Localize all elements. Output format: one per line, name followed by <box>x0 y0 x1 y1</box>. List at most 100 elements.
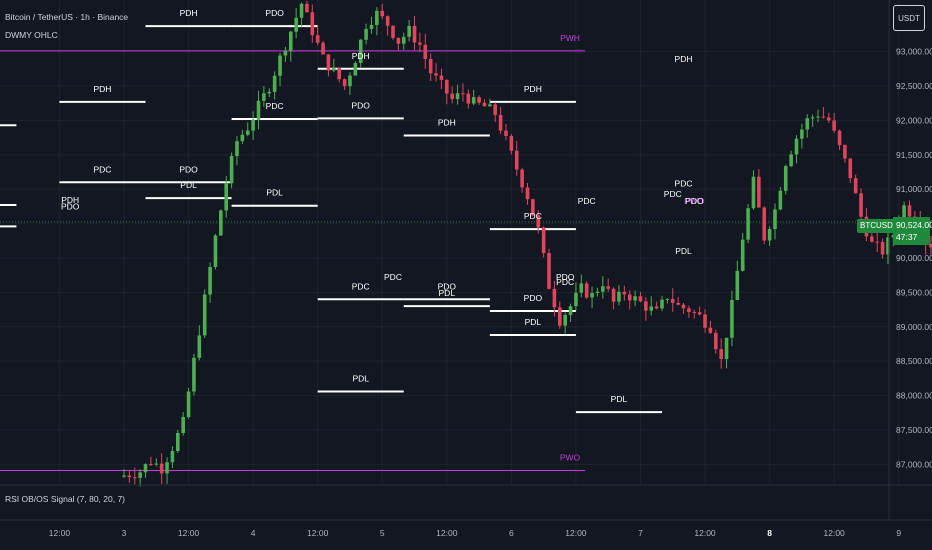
candle-body <box>332 68 336 71</box>
candle-body <box>627 294 632 301</box>
price-tick-label: 92,000.00 <box>896 115 932 125</box>
candle-body <box>767 229 772 241</box>
candle-body <box>445 79 449 94</box>
pwo-label: PWO <box>560 453 581 463</box>
candle-body <box>719 349 723 360</box>
candle-body <box>267 91 272 94</box>
time-tick-label: 12:00 <box>694 528 716 538</box>
candle-body <box>525 187 530 200</box>
candle-body <box>364 28 368 40</box>
candle-body <box>563 314 567 326</box>
candle-body <box>477 97 481 103</box>
candle-body <box>251 119 255 131</box>
candle-body <box>837 130 842 146</box>
candle-body <box>676 302 680 305</box>
pdl-label: PDL <box>439 288 456 298</box>
pdh-label: PDH <box>524 84 542 94</box>
candle-body <box>213 235 218 268</box>
candle-body <box>170 451 175 463</box>
candle-body <box>278 55 282 76</box>
pdo-label: PDO <box>556 272 575 282</box>
candle-body <box>633 296 637 301</box>
candle-body <box>423 44 428 59</box>
price-tick-label: 93,000.00 <box>896 47 932 57</box>
candle-body <box>504 130 508 136</box>
candle-body <box>757 176 761 208</box>
candle-body <box>488 104 492 107</box>
pdc-label: PDC <box>556 277 574 287</box>
candle-body <box>590 293 594 298</box>
candle-body <box>256 100 261 120</box>
time-tick-label: 12:00 <box>49 528 71 538</box>
pdl-label: PDL <box>525 317 542 327</box>
candle-body <box>375 10 379 26</box>
time-tick-label: 9 <box>896 528 901 538</box>
candle-body <box>557 307 562 326</box>
candle-body <box>708 327 713 333</box>
pdl-label: PDL <box>266 188 283 198</box>
price-tick-label: 90,000.00 <box>896 253 932 263</box>
candle-body <box>143 464 148 473</box>
candle-body <box>288 31 293 51</box>
candle-body <box>541 227 546 254</box>
candle-body <box>337 68 341 80</box>
pdo-label: PDO <box>685 196 704 206</box>
candle-body <box>773 209 777 230</box>
candle-body <box>805 118 810 130</box>
rsi-indicator-label[interactable]: RSI OB/OS Signal (7, 80, 20, 7) <box>5 494 126 504</box>
candle-body <box>154 463 159 465</box>
candle-body <box>418 42 422 45</box>
time-axis[interactable]: 12:00212:00312:00412:00512:00612:00712:0… <box>0 528 932 538</box>
last-price-value: 90,524.00 <box>896 220 932 230</box>
candle-body <box>907 205 912 217</box>
time-tick-label: 6 <box>509 528 514 538</box>
candle-body <box>514 150 519 170</box>
candle-body <box>740 239 745 271</box>
candle-body <box>272 75 277 92</box>
time-tick-label: 3 <box>122 528 127 538</box>
time-tick-label: 12:00 <box>565 528 587 538</box>
candle-body <box>622 291 627 295</box>
candle-body <box>235 141 239 157</box>
candle-body <box>617 291 621 302</box>
candle-body <box>724 337 729 360</box>
candle-body <box>197 335 202 358</box>
candles <box>122 0 932 487</box>
pdc-label: PDC <box>266 101 284 111</box>
candle-body <box>192 357 196 392</box>
level-labels: PWHPWOPDHPDOPDCPDHPDCPDHPDOPDLPDOPDCPDLP… <box>61 8 705 463</box>
time-tick-label: 12:00 <box>436 528 458 538</box>
candle-body <box>358 39 363 63</box>
candle-body <box>816 116 820 118</box>
candle-body <box>880 241 885 255</box>
candle-body <box>283 50 288 56</box>
candle-body <box>751 176 756 209</box>
candle-body <box>348 75 352 87</box>
time-tick-label: 7 <box>638 528 643 538</box>
candle-body <box>321 42 325 55</box>
pdh-label: PDH <box>352 51 370 61</box>
candle-body <box>902 205 906 225</box>
pdh-label: PDH <box>675 54 693 64</box>
candle-body <box>794 138 799 155</box>
currency-button[interactable]: USDT <box>893 5 925 31</box>
price-tick-label: 91,500.00 <box>896 150 932 160</box>
candle-body <box>638 296 643 302</box>
candle-body <box>531 199 535 216</box>
candle-body <box>687 308 691 312</box>
candle-body <box>482 102 487 107</box>
pdc-label: PDC <box>664 189 682 199</box>
candle-body <box>552 288 557 308</box>
symbol-price-tag: BTCUSDT <box>857 219 901 233</box>
pdo-label: PDO <box>352 100 371 110</box>
time-tick-label: 12:00 <box>307 528 329 538</box>
indicator-legend[interactable]: DWMY OHLC <box>5 30 58 40</box>
candle-body <box>202 294 207 336</box>
symbol-title[interactable]: Bitcoin / TetherUS · 1h · Binance <box>5 12 129 22</box>
pdl-label: PDL <box>611 394 628 404</box>
pdc-label: PDC <box>524 211 542 221</box>
candle-body <box>493 104 498 115</box>
candle-body <box>875 241 879 243</box>
